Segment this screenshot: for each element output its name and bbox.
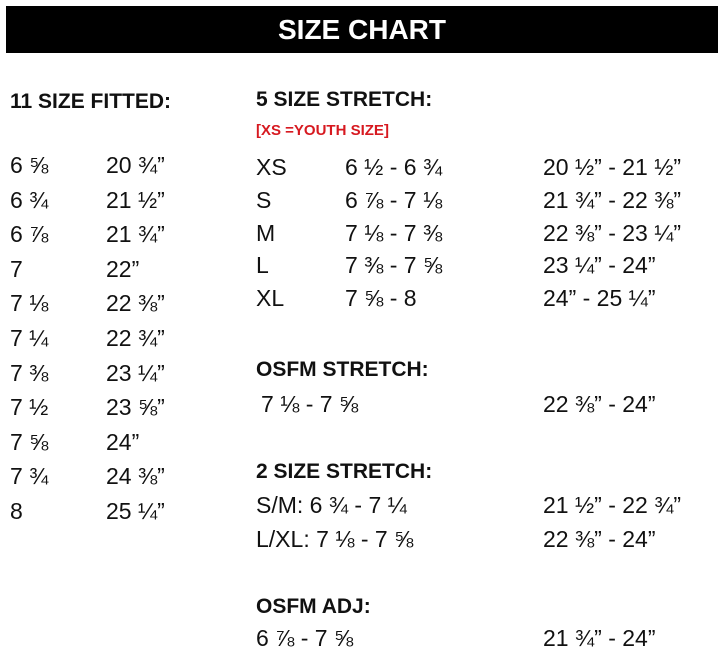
youth-note: [XS =YOUTH SIZE] (256, 122, 389, 139)
osfm-adj-heading: OSFM ADJ: (256, 595, 371, 618)
fitted-size: 7 ½ (10, 394, 49, 421)
stretch5-circumference: 23 ¼” - 24” (543, 252, 656, 279)
stretch5-size: 6 ½ - 6 ¾ (345, 154, 443, 180)
stretch2-row-size: L/XL: 7 ⅛ - 7 ⅝ (256, 526, 414, 552)
stretch5-circumference: 24” - 25 ¼” (543, 285, 656, 312)
stretch5-label: XL (256, 285, 285, 312)
fitted-circumference: 25 ¼” (106, 498, 165, 524)
stretch5-label: XS (256, 154, 287, 180)
fitted-size: 6 ¾ (10, 186, 49, 213)
fitted-circumference: 22 ⅜” (106, 290, 165, 317)
fitted-size: 6 ⅝ (10, 152, 49, 178)
stretch5-circumference: 22 ⅜” - 23 ¼” (543, 219, 682, 246)
fitted-size: 7 ¼ (10, 325, 49, 351)
fitted-size: 7 ¾ (10, 463, 49, 490)
stretch5-size: 6 ⅞ - 7 ⅛ (345, 186, 443, 213)
osfm-adj-size: 6 ⅞ - 7 ⅝ (256, 625, 354, 651)
stretch5-heading: 5 SIZE STRETCH: (256, 88, 433, 111)
fitted-size: 6 ⅞ (10, 221, 49, 248)
fitted-size: 7 (10, 255, 23, 282)
stretch5-size: 7 ⅝ - 8 (345, 285, 417, 312)
osfm-stretch-size: 7 ⅛ - 7 ⅝ (261, 391, 359, 417)
fitted-circumference: 23 ¼” (106, 359, 165, 386)
page-title: SIZE CHART (278, 14, 446, 45)
stretch2-row-circ: 22 ⅜” - 24” (543, 526, 656, 552)
fitted-circumference: 24” (106, 428, 140, 455)
stretch2-row-circ: 21 ½” - 22 ¾” (543, 492, 682, 518)
stretch5-circumference: 21 ¾” - 22 ⅜” (543, 186, 682, 213)
stretch5-size: 7 ⅜ - 7 ⅝ (345, 252, 443, 279)
fitted-size: 8 (10, 498, 23, 524)
osfm-adj-circ: 21 ¾” - 24” (543, 625, 656, 651)
stretch5-label: S (256, 186, 272, 213)
stretch5-circumference: 20 ½” - 21 ½” (543, 154, 682, 180)
fitted-size: 7 ⅝ (10, 428, 49, 455)
osfm-stretch-circ: 22 ⅜” - 24” (543, 391, 656, 417)
fitted-circumference: 24 ⅜” (106, 463, 165, 490)
title-bar (6, 6, 718, 53)
stretch2-heading: 2 SIZE STRETCH: (256, 460, 433, 483)
fitted-circumference: 23 ⅝” (106, 394, 165, 421)
stretch5-label: M (256, 219, 276, 246)
fitted-size: 7 ⅛ (10, 290, 49, 317)
osfm-stretch-heading: OSFM STRETCH: (256, 358, 429, 381)
stretch5-label: L (256, 252, 269, 279)
fitted-circumference: 21 ½” (106, 186, 165, 213)
fitted-circumference: 20 ¾” (106, 152, 165, 178)
fitted-size: 7 ⅜ (10, 359, 49, 386)
fitted-circumference: 22” (106, 255, 140, 282)
fitted-heading: 11 SIZE FITTED: (10, 90, 172, 113)
fitted-circumference: 21 ¾” (106, 221, 165, 248)
stretch5-size: 7 ⅛ - 7 ⅜ (345, 219, 443, 246)
stretch2-row-size: S/M: 6 ¾ - 7 ¼ (256, 492, 407, 518)
fitted-circumference: 22 ¾” (106, 325, 165, 351)
